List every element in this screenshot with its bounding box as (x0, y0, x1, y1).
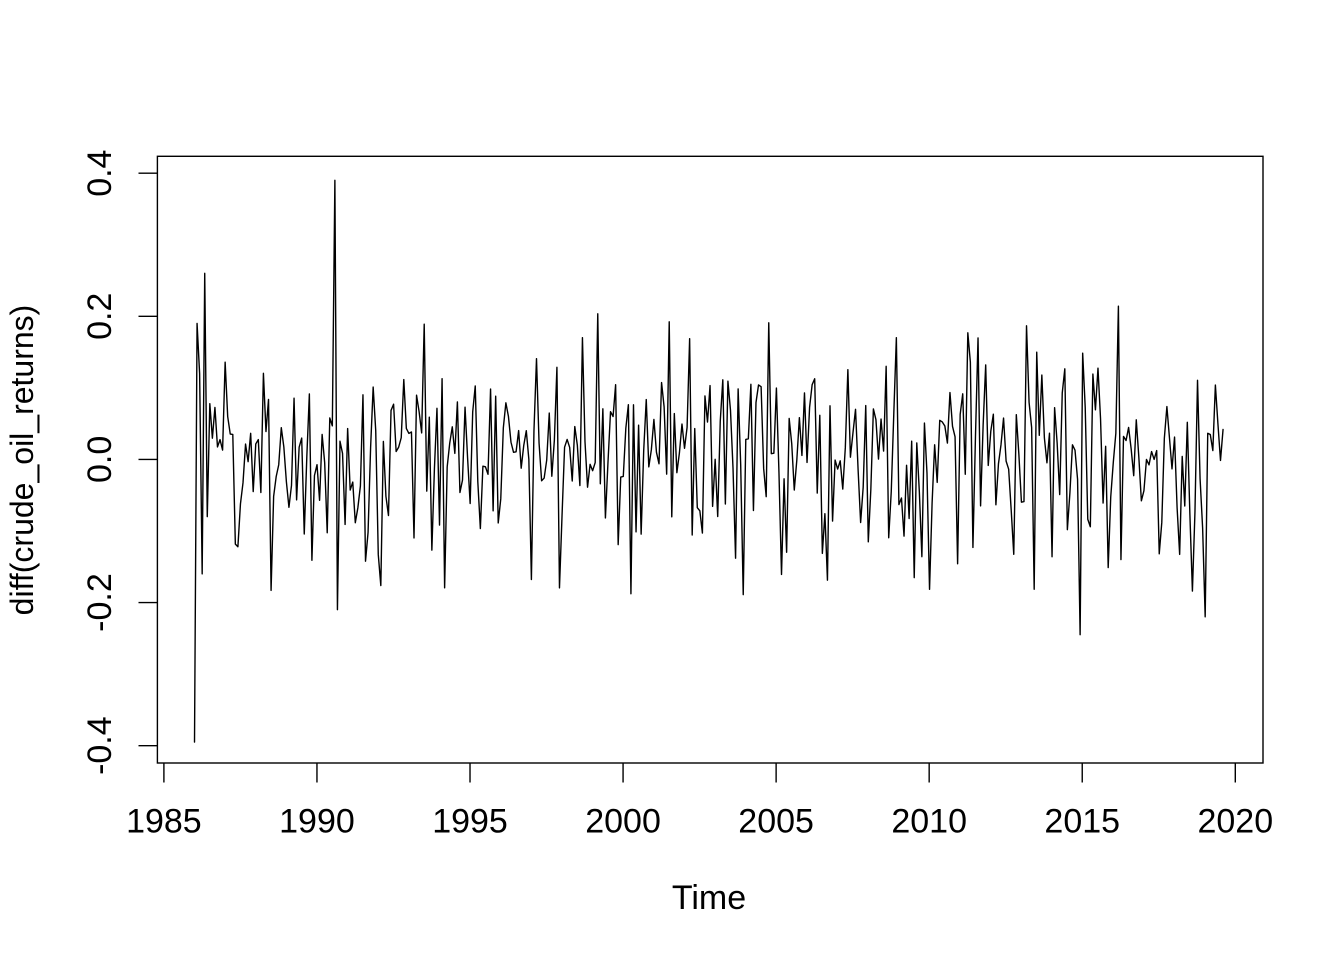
svg-text:-0.2: -0.2 (81, 573, 119, 632)
svg-text:-0.4: -0.4 (81, 716, 119, 775)
svg-text:2015: 2015 (1044, 803, 1120, 841)
svg-text:1985: 1985 (126, 803, 202, 841)
svg-text:0.0: 0.0 (81, 436, 119, 483)
svg-text:Time: Time (672, 879, 746, 917)
svg-text:2020: 2020 (1197, 803, 1273, 841)
svg-text:1990: 1990 (279, 803, 355, 841)
svg-text:0.2: 0.2 (81, 293, 119, 340)
svg-text:2010: 2010 (891, 803, 967, 841)
svg-text:diff(crude_oil_returns): diff(crude_oil_returns) (4, 305, 40, 616)
svg-text:1995: 1995 (432, 803, 508, 841)
svg-text:0.4: 0.4 (81, 150, 119, 197)
svg-text:2005: 2005 (738, 803, 814, 841)
svg-text:2000: 2000 (585, 803, 661, 841)
